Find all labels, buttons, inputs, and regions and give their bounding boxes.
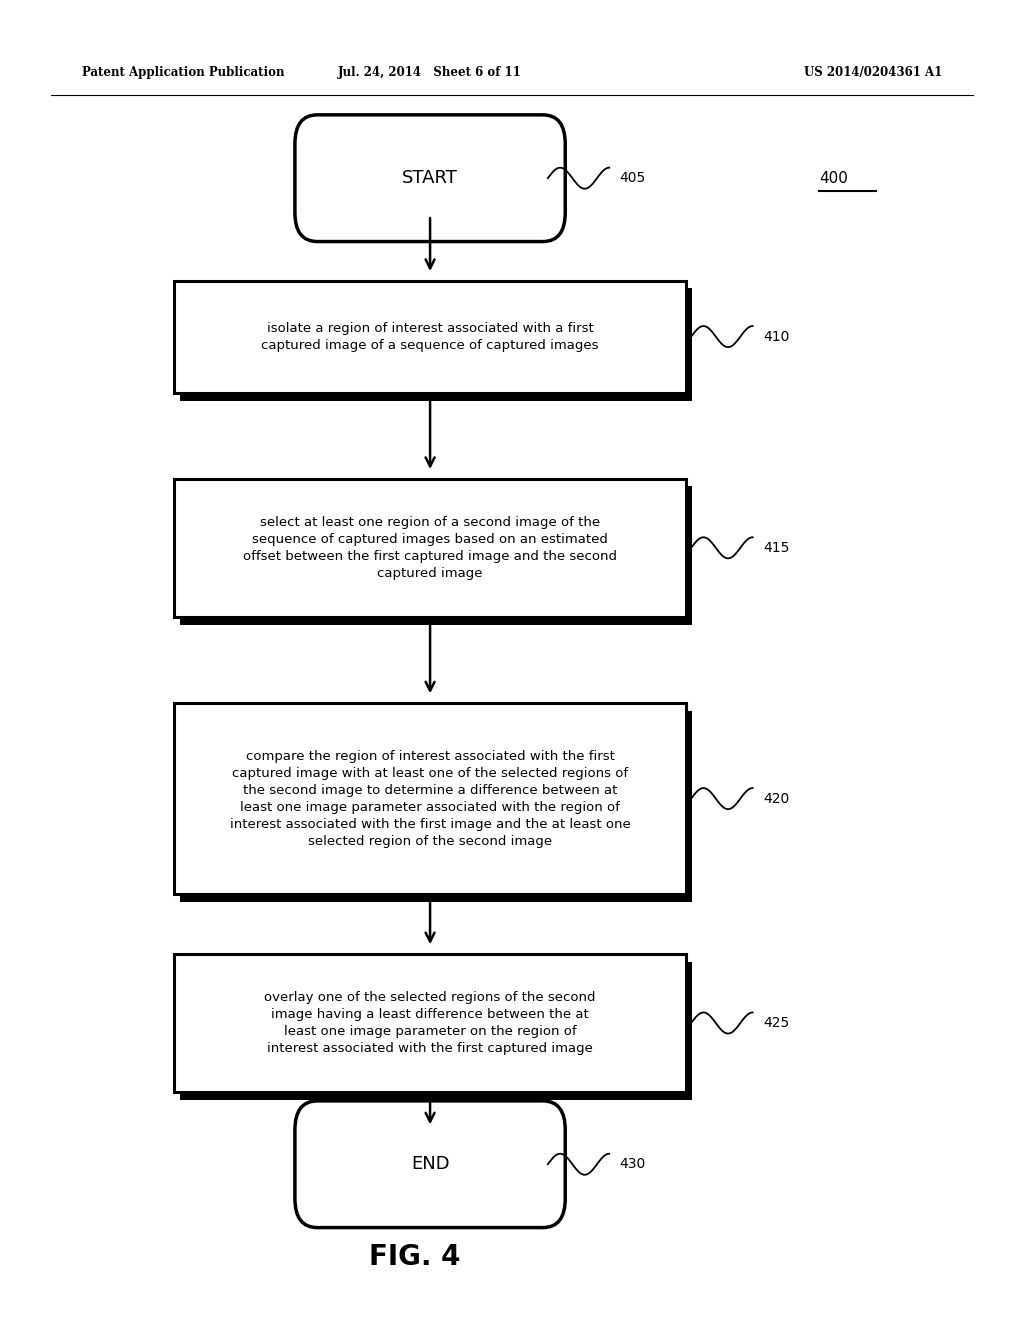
Text: compare the region of interest associated with the first
captured image with at : compare the region of interest associate… (229, 750, 631, 847)
FancyBboxPatch shape (295, 115, 565, 242)
Text: isolate a region of interest associated with a first
captured image of a sequenc: isolate a region of interest associated … (261, 322, 599, 351)
Bar (180, 289, 692, 401)
Text: Patent Application Publication: Patent Application Publication (82, 66, 285, 79)
Bar (174, 479, 686, 618)
Text: overlay one of the selected regions of the second
image having a least differenc: overlay one of the selected regions of t… (264, 991, 596, 1055)
Text: START: START (402, 169, 458, 187)
Bar (180, 710, 692, 903)
Text: Jul. 24, 2014   Sheet 6 of 11: Jul. 24, 2014 Sheet 6 of 11 (338, 66, 522, 79)
FancyBboxPatch shape (295, 1101, 565, 1228)
Bar (180, 961, 692, 1101)
Text: 400: 400 (819, 170, 848, 186)
Text: 425: 425 (763, 1016, 790, 1030)
Text: 430: 430 (620, 1158, 646, 1171)
Bar (180, 487, 692, 626)
Text: US 2014/0204361 A1: US 2014/0204361 A1 (804, 66, 942, 79)
Text: select at least one region of a second image of the
sequence of captured images : select at least one region of a second i… (243, 516, 617, 579)
Bar (174, 281, 686, 393)
Text: FIG. 4: FIG. 4 (369, 1242, 460, 1271)
Text: END: END (411, 1155, 450, 1173)
Bar (174, 953, 686, 1093)
Text: 405: 405 (620, 172, 646, 185)
Bar (174, 702, 686, 895)
Text: 415: 415 (763, 541, 790, 554)
Text: 420: 420 (763, 792, 790, 805)
Text: 410: 410 (763, 330, 790, 343)
